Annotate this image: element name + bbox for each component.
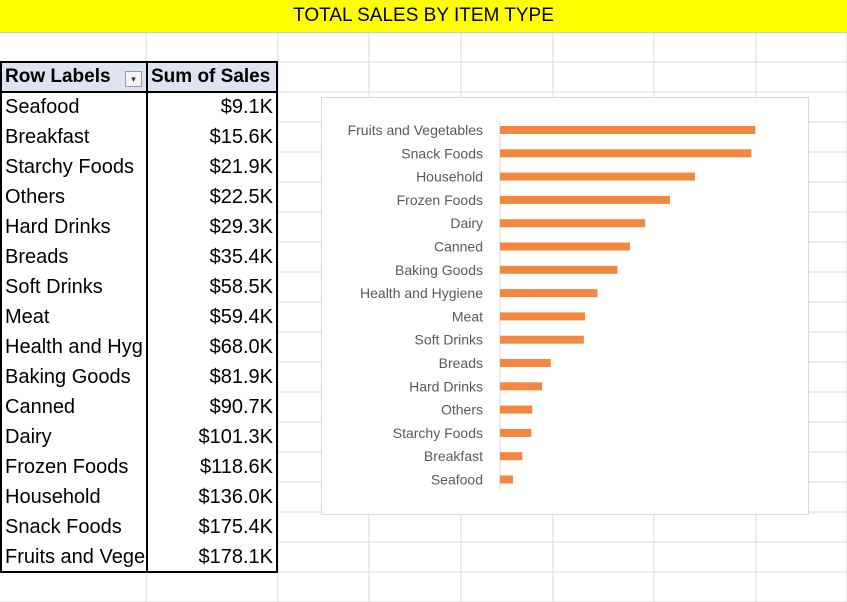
table-row[interactable]: Fruits and Vege $178.1K bbox=[2, 543, 276, 573]
row-label-cell[interactable]: Breads bbox=[5, 246, 69, 268]
row-label-cell[interactable]: Seafood bbox=[5, 96, 80, 118]
bar bbox=[500, 312, 586, 321]
row-label-cell[interactable]: Baking Goods bbox=[5, 366, 131, 388]
column-divider bbox=[146, 63, 148, 571]
table-row[interactable]: Baking Goods $81.9K bbox=[2, 363, 276, 393]
bar bbox=[500, 475, 514, 484]
bar bbox=[500, 172, 695, 181]
sales-value-cell[interactable]: $29.3K bbox=[209, 216, 273, 238]
sales-value-cell[interactable]: $178.1K bbox=[198, 546, 273, 568]
bar bbox=[500, 289, 598, 298]
row-label-cell[interactable]: Canned bbox=[5, 396, 76, 418]
table-row[interactable]: Health and Hyg $68.0K bbox=[2, 333, 276, 363]
sales-value-cell[interactable]: $118.6K bbox=[199, 456, 273, 478]
category-tick-label: Snack Foods bbox=[401, 145, 483, 161]
category-tick-label: Meat bbox=[452, 308, 483, 324]
bar bbox=[500, 126, 756, 134]
bar bbox=[500, 452, 523, 461]
table-row[interactable]: Household $136.0K bbox=[2, 483, 276, 513]
table-row[interactable]: Starchy Foods $21.9K bbox=[2, 153, 276, 183]
pivot-header: Row Labels ▾ Sum of Sales bbox=[2, 63, 276, 93]
table-row[interactable]: Frozen Foods $118.6K bbox=[2, 453, 276, 483]
sheet-title: TOTAL SALES BY ITEM TYPE bbox=[0, 0, 847, 33]
sales-value-cell[interactable]: $21.9K bbox=[209, 156, 273, 178]
bar-chart[interactable]: Fruits and Vegetables Snack Foods Househol… bbox=[321, 97, 809, 515]
sales-value-cell[interactable]: $81.9K bbox=[209, 366, 273, 388]
category-tick-label: Soft Drinks bbox=[415, 332, 483, 348]
category-tick-label: Others bbox=[441, 402, 483, 418]
table-row[interactable]: Snack Foods $175.4K bbox=[2, 513, 276, 543]
table-row[interactable]: Breakfast $15.6K bbox=[2, 123, 276, 153]
category-tick-label: Breads bbox=[439, 355, 483, 371]
sheet-title-text: TOTAL SALES BY ITEM TYPE bbox=[293, 5, 554, 26]
sales-value-cell[interactable]: $59.4K bbox=[209, 306, 273, 328]
sales-value-cell[interactable]: $68.0K bbox=[209, 336, 273, 358]
table-row[interactable]: Soft Drinks $58.5K bbox=[2, 273, 276, 303]
sales-value-cell[interactable]: $58.5K bbox=[209, 276, 273, 298]
sum-of-sales-header[interactable]: Sum of Sales bbox=[151, 66, 271, 87]
row-label-cell[interactable]: Dairy bbox=[5, 426, 52, 448]
table-row[interactable]: Canned $90.7K bbox=[2, 393, 276, 423]
category-tick-label: Baking Goods bbox=[395, 262, 483, 278]
category-tick-label: Frozen Foods bbox=[397, 192, 483, 208]
table-row[interactable]: Others $22.5K bbox=[2, 183, 276, 213]
category-tick-label: Health and Hygiene bbox=[360, 285, 483, 301]
row-label-cell[interactable]: Breakfast bbox=[5, 126, 90, 148]
category-tick-label: Canned bbox=[434, 239, 483, 255]
sales-value-cell[interactable]: $35.4K bbox=[209, 246, 273, 268]
bar bbox=[500, 219, 646, 228]
bar-chart-svg: Fruits and Vegetables Snack Foods Househol… bbox=[348, 121, 756, 490]
bar bbox=[500, 359, 551, 367]
filter-dropdown-icon[interactable]: ▾ bbox=[125, 71, 142, 87]
category-tick-label: Breakfast bbox=[424, 448, 483, 464]
bar bbox=[500, 265, 618, 274]
table-row[interactable]: Dairy $101.3K bbox=[2, 423, 276, 453]
bar bbox=[500, 195, 670, 204]
table-row[interactable]: Hard Drinks $29.3K bbox=[2, 213, 276, 243]
bar bbox=[500, 428, 532, 437]
sales-value-cell[interactable]: $15.6K bbox=[209, 126, 273, 148]
row-label-cell[interactable]: Snack Foods bbox=[5, 516, 122, 538]
table-row[interactable]: Meat $59.4K bbox=[2, 303, 276, 333]
sales-value-cell[interactable]: $175.4K bbox=[198, 516, 273, 538]
sales-value-cell[interactable]: $9.1K bbox=[220, 96, 273, 118]
row-label-cell[interactable]: Frozen Foods bbox=[5, 456, 129, 478]
row-label-cell[interactable]: Others bbox=[5, 186, 66, 208]
bar bbox=[500, 149, 752, 158]
pivot-table[interactable]: Row Labels ▾ Sum of Sales Seafood $9.1K Br… bbox=[0, 61, 278, 573]
row-label-cell[interactable]: Health and Hyg bbox=[5, 336, 143, 358]
category-tick-label: Seafood bbox=[431, 472, 483, 488]
category-tick-label: Hard Drinks bbox=[409, 378, 483, 394]
category-tick-label: Starchy Foods bbox=[393, 425, 483, 441]
bar bbox=[500, 405, 533, 414]
row-label-cell[interactable]: Hard Drinks bbox=[5, 216, 111, 238]
row-label-cell[interactable]: Soft Drinks bbox=[5, 276, 103, 298]
bar bbox=[500, 335, 584, 344]
category-tick-label: Dairy bbox=[450, 215, 483, 231]
row-label-cell[interactable]: Meat bbox=[5, 306, 50, 328]
row-label-cell[interactable]: Fruits and Vege bbox=[5, 546, 145, 568]
bar bbox=[500, 242, 631, 251]
sales-value-cell[interactable]: $90.7K bbox=[209, 396, 273, 418]
table-row[interactable]: Seafood $9.1K bbox=[2, 93, 276, 123]
category-tick-label: Household bbox=[416, 169, 483, 185]
row-label-cell[interactable]: Starchy Foods bbox=[5, 156, 134, 178]
bar bbox=[500, 382, 542, 391]
category-tick-label: Fruits and Vegetables bbox=[348, 122, 483, 138]
table-row[interactable]: Breads $35.4K bbox=[2, 243, 276, 273]
sales-value-cell[interactable]: $22.5K bbox=[209, 186, 273, 208]
sales-value-cell[interactable]: $101.3K bbox=[198, 426, 273, 448]
row-labels-header[interactable]: Row Labels bbox=[5, 66, 111, 87]
sales-value-cell[interactable]: $136.0K bbox=[198, 486, 273, 508]
row-label-cell[interactable]: Household bbox=[5, 486, 101, 508]
